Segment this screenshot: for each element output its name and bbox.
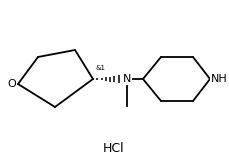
Text: &1: &1 — [96, 65, 106, 71]
Text: HCl: HCl — [103, 141, 125, 155]
Text: N: N — [123, 74, 131, 84]
Text: O: O — [7, 79, 16, 89]
Text: NH: NH — [211, 74, 228, 84]
